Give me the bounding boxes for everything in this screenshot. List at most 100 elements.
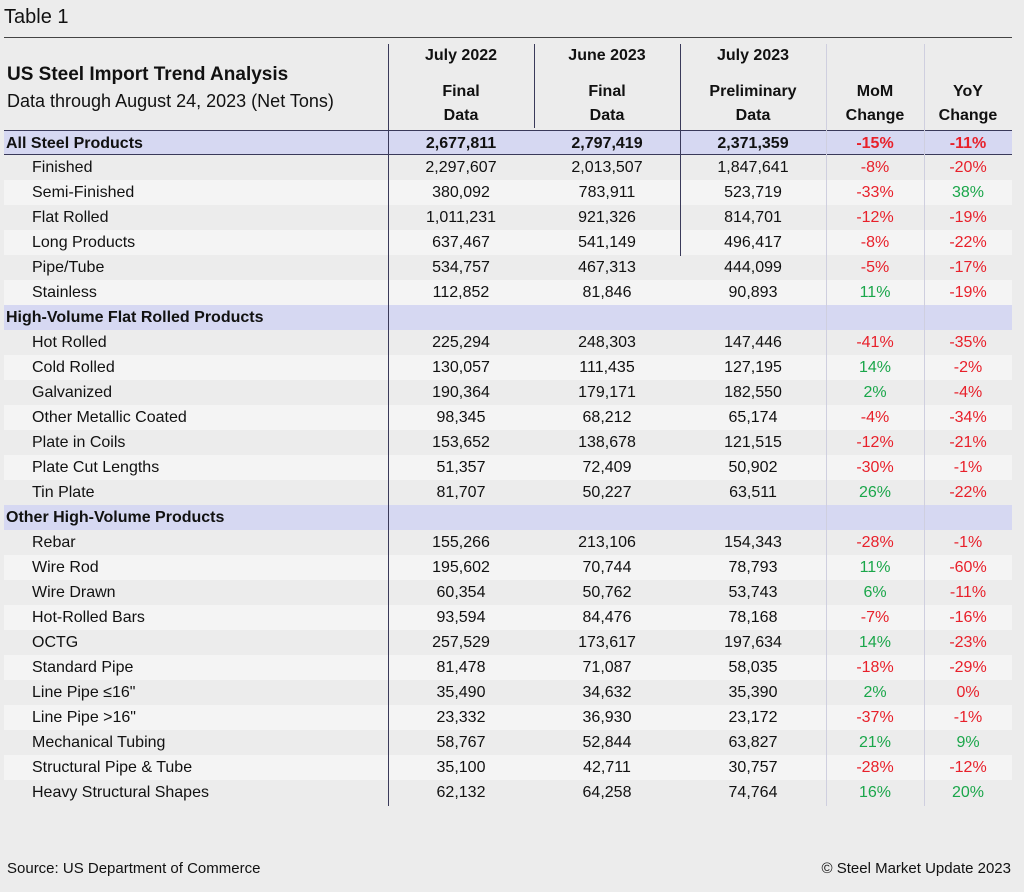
row-label: Galvanized	[32, 384, 113, 401]
yoy-change: -1%	[953, 534, 983, 551]
column-divider	[388, 44, 389, 806]
yoy-change: -11%	[949, 584, 987, 601]
yoy-change: -22%	[949, 484, 987, 501]
value-july-2023: 65,174	[728, 409, 778, 426]
yoy-change: -2%	[953, 359, 983, 376]
row-label: Line Pipe >16"	[32, 709, 136, 726]
value-june-2023: 68,212	[582, 409, 632, 426]
value-july-2022: 81,478	[436, 659, 486, 676]
value-july-2022: 58,767	[436, 734, 486, 751]
table-row: Hot Rolled 225,294 248,303 147,446 -41% -35%	[4, 330, 1012, 355]
header-period: July 2022	[424, 47, 498, 64]
mom-change: -8%	[860, 234, 890, 251]
table-row: Line Pipe ≤16" 35,490 34,632 35,390 2% 0%	[4, 680, 1012, 705]
table-row: Plate Cut Lengths 51,357 72,409 50,902 -30% -…	[4, 455, 1012, 480]
table-row: OCTG 257,529 173,617 197,634 14% -23%	[4, 630, 1012, 655]
table-row: Heavy Structural Shapes 62,132 64,258 74,76…	[4, 780, 1012, 805]
value-july-2022: 81,707	[436, 484, 486, 501]
value-july-2023: 523,719	[724, 184, 782, 201]
yoy-change: -23%	[949, 634, 987, 651]
value-june-2023: 179,171	[578, 384, 636, 401]
mom-change: 16%	[858, 784, 892, 801]
header-period: June 2023	[568, 47, 646, 64]
yoy-change: -11%	[949, 135, 987, 152]
value-july-2023: 58,035	[728, 659, 778, 676]
mom-change: -28%	[856, 534, 894, 551]
yoy-change: -17%	[949, 259, 987, 276]
value-july-2022: 35,100	[436, 759, 486, 776]
table-row: Flat Rolled 1,011,231 921,326 814,701 -12% -1…	[4, 205, 1012, 230]
table-row: Stainless 112,852 81,846 90,893 11% -19%	[4, 280, 1012, 305]
mom-change: -7%	[860, 609, 890, 626]
row-label: Other Metallic Coated	[32, 409, 187, 426]
value-june-2023: 50,227	[582, 484, 632, 501]
header-line-1: Final	[588, 83, 626, 100]
value-july-2022	[388, 505, 534, 530]
value-june-2023: 84,476	[582, 609, 632, 626]
table-row: Tin Plate 81,707 50,227 63,511 26% -22%	[4, 480, 1012, 505]
header-yoy: YoY Change	[924, 44, 1012, 128]
mom-change: 14%	[858, 634, 892, 651]
table-row: Semi-Finished 380,092 783,911 523,719 -33% 38…	[4, 180, 1012, 205]
value-june-2023: 248,303	[578, 334, 636, 351]
yoy-change: 20%	[951, 784, 985, 801]
value-july-2022: 98,345	[436, 409, 486, 426]
value-june-2023: 81,846	[582, 284, 632, 301]
header-line-2: Change	[938, 107, 998, 124]
value-july-2022: 62,132	[436, 784, 486, 801]
value-june-2023: 71,087	[582, 659, 632, 676]
table-row: Plate in Coils 153,652 138,678 121,515 -12% -…	[4, 430, 1012, 455]
mom-change: -12%	[856, 209, 894, 226]
header-mom: MoM Change	[826, 44, 924, 128]
table-row: Cold Rolled 130,057 111,435 127,195 14% -2%	[4, 355, 1012, 380]
column-divider	[534, 44, 535, 128]
value-june-2023: 34,632	[582, 684, 632, 701]
row-label: High-Volume Flat Rolled Products	[6, 309, 264, 326]
yoy-change: -1%	[953, 459, 983, 476]
header-line-1: Final	[442, 83, 480, 100]
row-label: All Steel Products	[6, 135, 143, 152]
value-june-2023: 213,106	[578, 534, 636, 551]
value-june-2023: 2,013,507	[571, 159, 643, 176]
yoy-change: -22%	[949, 234, 987, 251]
value-july-2022: 35,490	[436, 684, 486, 701]
table-row: Pipe/Tube 534,757 467,313 444,099 -5% -17%	[4, 255, 1012, 280]
table-row: Wire Drawn 60,354 50,762 53,743 6% -11%	[4, 580, 1012, 605]
mom-change: -41%	[856, 334, 894, 351]
value-july-2023: 496,417	[724, 234, 782, 251]
value-july-2023: 147,446	[724, 334, 782, 351]
mom-change	[826, 505, 924, 530]
mom-change: 11%	[859, 284, 891, 301]
row-label: Semi-Finished	[32, 184, 135, 201]
value-july-2022: 2,677,811	[425, 135, 497, 152]
top-rule	[4, 37, 1012, 38]
value-june-2023: 138,678	[578, 434, 636, 451]
value-july-2023: 121,515	[724, 434, 782, 451]
value-june-2023: 70,744	[582, 559, 632, 576]
mom-change: -28%	[856, 759, 894, 776]
value-july-2023: 50,902	[728, 459, 778, 476]
row-label: Cold Rolled	[32, 359, 115, 376]
table-subtitle: Data through August 24, 2023 (Net Tons)	[7, 91, 334, 111]
section-row: High-Volume Flat Rolled Products	[4, 305, 1012, 330]
value-july-2022: 1,011,231	[426, 209, 496, 226]
header-line-2: Change	[845, 107, 905, 124]
section-row: Other High-Volume Products	[4, 505, 1012, 530]
value-july-2022	[388, 305, 534, 330]
copyright-note: © Steel Market Update 2023	[821, 860, 1012, 877]
yoy-change: -60%	[949, 559, 987, 576]
row-label: Standard Pipe	[32, 659, 134, 676]
yoy-change: -12%	[949, 759, 987, 776]
value-july-2022: 2,297,607	[425, 159, 497, 176]
mom-change: -12%	[856, 434, 894, 451]
value-june-2023: 52,844	[582, 734, 632, 751]
row-label: Mechanical Tubing	[32, 734, 166, 751]
mom-change: -33%	[856, 184, 894, 201]
value-june-2023: 64,258	[582, 784, 632, 801]
value-july-2022: 534,757	[432, 259, 490, 276]
row-label: Tin Plate	[32, 484, 95, 501]
value-july-2023: 63,511	[729, 484, 777, 501]
value-july-2023	[680, 305, 826, 330]
row-label: Long Products	[32, 234, 136, 251]
row-label: Hot Rolled	[32, 334, 107, 351]
